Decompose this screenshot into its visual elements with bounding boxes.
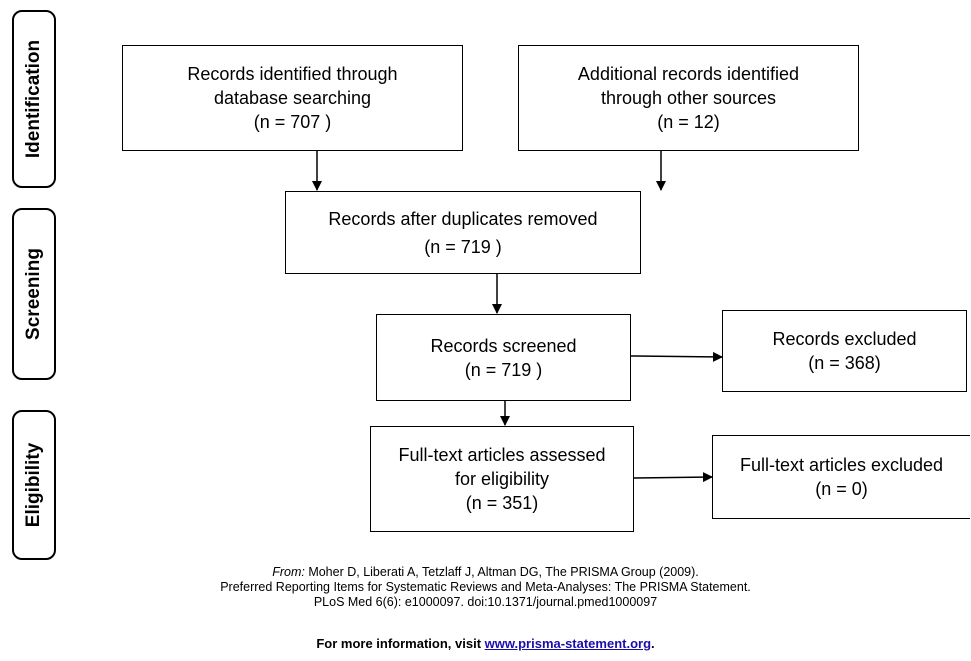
more-info: For more information, visit www.prisma-s…: [0, 636, 971, 651]
box-fulltext-assessed: Full-text articles assessed for eligibil…: [370, 426, 634, 532]
after-duplicates-count: (n = 719 ): [424, 236, 502, 257]
records-screened-count: (n = 719 ): [464, 359, 543, 380]
records-excluded-line1: Records excluded: [772, 329, 917, 349]
other-sources-line2: through other sources: [600, 88, 777, 108]
other-sources-line1: Additional records identified: [577, 64, 800, 84]
citation-line1: From: Moher D, Liberati A, Tetzlaff J, A…: [0, 565, 971, 580]
after-duplicates-line1: Records after duplicates removed: [328, 208, 598, 229]
more-info-suffix: .: [651, 636, 655, 651]
prisma-website-link[interactable]: www.prisma-statement.org: [484, 636, 652, 651]
box-database-searching: Records identified through database sear…: [122, 45, 463, 151]
fulltext-excluded-count: (n = 0): [815, 479, 868, 499]
citation: From: Moher D, Liberati A, Tetzlaff J, A…: [0, 565, 971, 610]
more-info-prefix: For more information, visit: [316, 636, 485, 651]
fulltext-assessed-line1: Full-text articles assessed: [398, 445, 606, 465]
citation-from-label: From:: [272, 565, 305, 579]
citation-line3: PLoS Med 6(6): e1000097. doi:10.1371/jou…: [313, 595, 658, 609]
fulltext-assessed-line2: for eligibility: [454, 469, 550, 489]
other-sources-count: (n = 12): [657, 112, 720, 132]
db-search-count: (n = 707 ): [253, 112, 332, 132]
fulltext-excluded-line1: Full-text articles excluded: [739, 455, 944, 475]
fulltext-assessed-count: (n = 351): [465, 493, 539, 513]
phase-eligibility: Eligibility: [12, 410, 56, 560]
db-search-line1: Records identified through: [187, 64, 398, 84]
phase-identification: Identification: [12, 10, 56, 188]
db-search-line2: database searching: [213, 88, 372, 108]
box-fulltext-excluded: Full-text articles excluded (n = 0): [712, 435, 970, 519]
citation-line1-text: Moher D, Liberati A, Tetzlaff J, Altman …: [304, 565, 699, 579]
box-records-excluded: Records excluded (n = 368): [722, 310, 967, 392]
arrow-screened-to-excluded: [630, 351, 723, 362]
records-excluded-count: (n = 368): [808, 353, 881, 373]
citation-line2: Preferred Reporting Items for Systematic…: [220, 580, 751, 594]
box-after-duplicates: Records after duplicates removed (n = 71…: [285, 191, 641, 274]
records-screened-line1: Records screened: [430, 335, 577, 356]
box-other-sources: Additional records identified through ot…: [518, 45, 859, 151]
phase-screening: Screening: [12, 208, 56, 380]
arrow-fulltext-to-ftexcluded: [633, 472, 713, 483]
box-records-screened: Records screened (n = 719 ): [376, 314, 631, 401]
